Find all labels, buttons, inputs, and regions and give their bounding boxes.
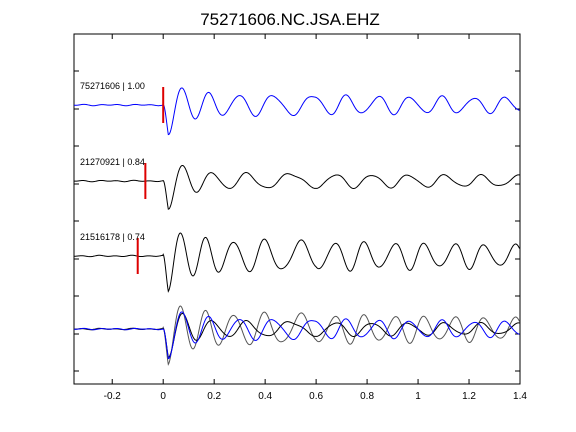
y-axis-ticks — [74, 33, 520, 372]
x-tick-label: 0 — [160, 391, 166, 402]
x-tick-label: 1.2 — [462, 391, 476, 402]
x-tick-label: -0.2 — [104, 391, 122, 402]
x-tick-label: 0.8 — [360, 391, 374, 402]
trace-line — [73, 232, 520, 293]
trace-label: 21516178 | 0.74 — [80, 232, 145, 242]
trace-line — [73, 164, 520, 210]
overlay-group — [73, 305, 520, 366]
chart-title: 75271606.NC.JSA.EHZ — [200, 10, 380, 29]
plot-frame — [73, 33, 521, 385]
x-axis: -0.2 0 0.2 0.4 0.6 0.8 1 1.2 1.4 — [104, 34, 527, 402]
trace-label: 75271606 | 1.00 — [80, 81, 145, 91]
x-tick-label: 1 — [415, 391, 421, 402]
x-tick-label: 0.2 — [207, 391, 221, 402]
overlay-trace-line — [73, 305, 520, 366]
trace-label: 21270921 | 0.84 — [80, 157, 145, 167]
trace-1: 21270921 | 0.84 — [73, 157, 520, 210]
x-tick-label: 0.4 — [258, 391, 272, 402]
x-tick-label: 0.6 — [309, 391, 323, 402]
overlay-trace-line — [73, 311, 520, 360]
x-tick-label: 1.4 — [513, 391, 527, 402]
trace-group: 75271606 | 1.00 21270921 | 0.84 21516178 |… — [73, 81, 520, 293]
trace-line — [73, 87, 520, 136]
trace-2: 21516178 | 0.74 — [73, 232, 520, 293]
trace-0: 75271606 | 1.00 — [73, 81, 520, 136]
